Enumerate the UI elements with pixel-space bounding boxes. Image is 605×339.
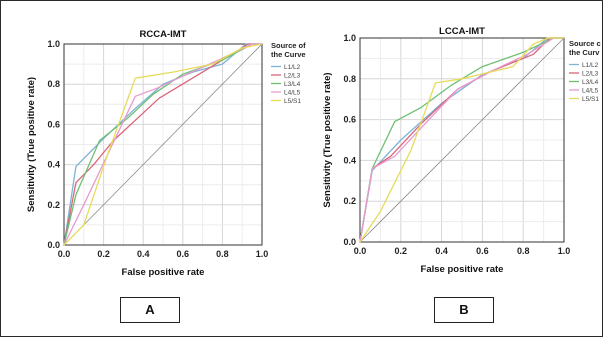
chart-title: RCCA-IMT <box>140 29 187 40</box>
legend-label: L5/S1 <box>284 98 301 105</box>
x-axis-label: False positive rate <box>421 264 504 275</box>
x-tick-label: 0.2 <box>395 246 408 256</box>
y-axis-label: Sensitivity (True positive rate) <box>26 77 37 212</box>
y-tick-label: 1.0 <box>47 39 60 49</box>
y-tick-label: 0.0 <box>343 237 356 247</box>
y-axis-label: Sensitivity (True positive rate) <box>322 72 333 207</box>
reference-diagonal <box>63 43 263 246</box>
x-tick-label: 0.2 <box>97 249 110 259</box>
y-tick-label: 0.8 <box>47 79 60 89</box>
x-tick-label: 0.8 <box>517 246 530 256</box>
y-tick-label: 0.6 <box>343 115 356 125</box>
x-tick-label: 0.0 <box>354 246 367 256</box>
roc-curve-l3-l4 <box>359 37 564 243</box>
panel-label-a: A <box>120 297 180 323</box>
x-tick-label: 0.4 <box>137 249 150 259</box>
legend-title: Source c <box>569 39 601 48</box>
y-tick-label: 0.4 <box>343 155 356 165</box>
chart-title: LCCA-IMT <box>439 26 485 37</box>
legend-title: the Curve <box>271 50 306 59</box>
plot-border <box>63 43 263 246</box>
y-tick-label: 0.2 <box>47 200 60 210</box>
legend-label: L5/S1 <box>582 96 599 103</box>
x-tick-label: 0.8 <box>216 249 229 259</box>
legend-label: L2/L3 <box>284 73 301 80</box>
legend-label: L1/L2 <box>582 62 599 69</box>
roc-curve-l5-s1 <box>63 43 263 246</box>
y-tick-label: 0.8 <box>343 74 356 84</box>
roc-chart-rcca: 0.0 0.2 0.4 0.6 0.8 1.0 0.0 0.2 0.4 0.6 0.8 1.0 RCCA… <box>26 29 306 278</box>
legend-label: L3/L4 <box>284 81 301 88</box>
x-axis-label: False positive rate <box>122 267 205 278</box>
legend-title: Source of <box>271 41 306 50</box>
legend-label: L1/L2 <box>284 64 301 71</box>
plot-border <box>359 37 565 243</box>
roc-chart-lcca: 0.0 0.2 0.4 0.6 0.8 1.0 0.0 0.2 0.4 0.6 0.8 1.0 LCCA… <box>322 26 601 275</box>
panel-label-b: B <box>434 297 494 323</box>
y-tick-label: 0.4 <box>47 160 60 170</box>
x-tick-label: 1.0 <box>558 246 571 256</box>
x-tick-label: 0.4 <box>435 246 448 256</box>
roc-curve-l4-l5 <box>359 37 564 243</box>
legend-label: L4/L5 <box>582 88 599 95</box>
legend-label: L3/L4 <box>582 79 599 86</box>
y-tick-label: 0.0 <box>47 240 60 250</box>
roc-curve-l5-s1 <box>359 37 564 243</box>
y-tick-label: 1.0 <box>343 33 356 43</box>
legend-label: L4/L5 <box>284 90 301 97</box>
x-tick-label: 0.6 <box>177 249 190 259</box>
x-tick-label: 0.6 <box>476 246 489 256</box>
y-tick-label: 0.6 <box>47 119 60 129</box>
legend-label: L2/L3 <box>582 71 599 78</box>
x-tick-label: 0.0 <box>58 249 71 259</box>
legend-title: the Curv <box>569 48 600 57</box>
x-tick-label: 1.0 <box>256 249 269 259</box>
y-tick-label: 0.2 <box>343 196 356 206</box>
reference-diagonal <box>359 37 565 243</box>
